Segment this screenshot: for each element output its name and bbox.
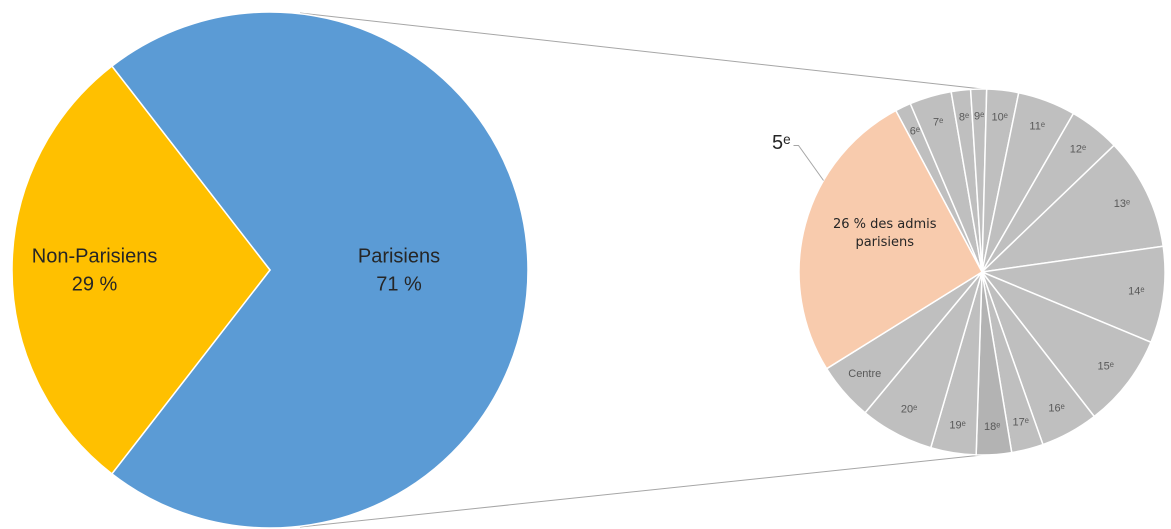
category-label: 11ᵉ [1029, 120, 1045, 132]
category-label: 5ᵉ [772, 132, 791, 154]
value-label-box: 26 % des admis parisiens [832, 216, 937, 250]
pie-slice [979, 245, 1166, 344]
category-label: 13ᵉ [1114, 198, 1130, 210]
pie-slice [110, 11, 529, 529]
value-label: 26 % des admis parisiens [832, 216, 937, 250]
leader-line [793, 145, 824, 181]
category-label: 9ᵉ [974, 110, 984, 122]
category-label: 15ᵉ [1097, 360, 1113, 372]
category-label: 10ᵉ [992, 111, 1008, 123]
connector-line [299, 12, 983, 90]
pie-slice [798, 109, 983, 370]
category-label: 14ᵉ [1128, 286, 1144, 298]
category-label: 19ᵉ [949, 420, 965, 432]
connector-line [299, 454, 983, 528]
category-label: 6ᵉ [910, 126, 920, 138]
category-label: Non-Parisiens [32, 245, 158, 267]
pie-slice [11, 65, 271, 475]
value-label: 29 % [72, 273, 118, 295]
category-label: 20ᵉ [901, 403, 917, 415]
category-label: 18ᵉ [984, 421, 1000, 433]
category-label: 16ᵉ [1048, 402, 1064, 414]
pie-slice [979, 144, 1165, 274]
category-label: 7ᵉ [933, 117, 943, 129]
category-label: Centre [848, 368, 881, 380]
category-label: 17ᵉ [1013, 417, 1029, 429]
value-label: 71 % [376, 273, 422, 295]
pie-slice [979, 270, 1152, 418]
category-label: Parisiens [358, 245, 440, 267]
category-label: 12ᵉ [1070, 143, 1086, 155]
category-label: 8ᵉ [959, 111, 969, 123]
